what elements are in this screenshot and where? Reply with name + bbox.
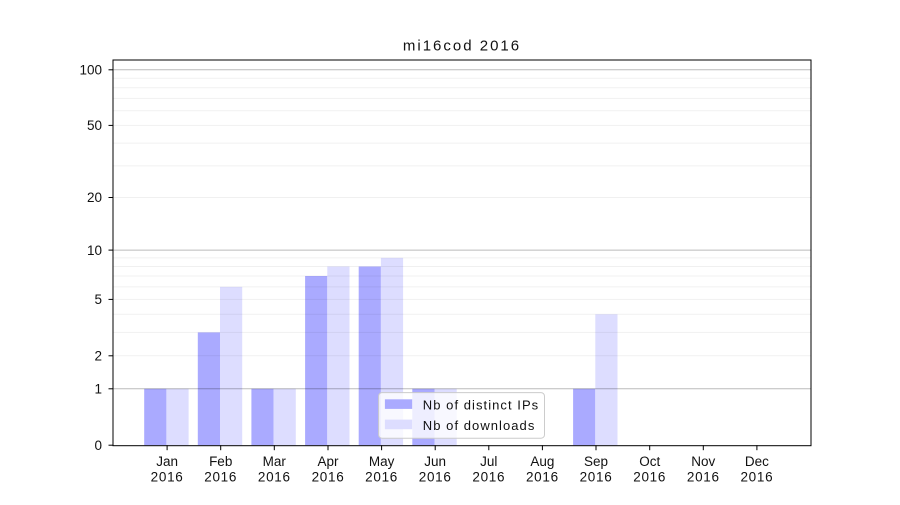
svg-text:May: May [369,454,395,469]
svg-text:2016: 2016 [365,470,398,485]
svg-text:1: 1 [94,382,102,397]
svg-text:Sep: Sep [584,454,608,469]
svg-text:2016: 2016 [580,470,613,485]
svg-text:2016: 2016 [740,470,773,485]
svg-text:2016: 2016 [687,470,720,485]
svg-text:20: 20 [87,190,102,205]
svg-text:5: 5 [94,292,102,307]
svg-text:10: 10 [87,243,102,258]
svg-text:2016: 2016 [419,470,452,485]
svg-text:2016: 2016 [312,470,345,485]
svg-text:50: 50 [87,118,102,133]
svg-text:mi16cod 2016: mi16cod 2016 [403,37,521,54]
svg-text:Oct: Oct [639,454,660,469]
svg-text:0: 0 [94,438,102,453]
svg-text:2016: 2016 [151,470,184,485]
svg-text:Mar: Mar [263,454,287,469]
svg-text:Jul: Jul [480,454,497,469]
svg-text:Jun: Jun [424,454,446,469]
svg-text:Apr: Apr [317,454,339,469]
svg-text:2016: 2016 [204,470,237,485]
svg-text:Jan: Jan [156,454,178,469]
svg-text:Aug: Aug [530,454,554,469]
svg-text:2016: 2016 [258,470,291,485]
svg-text:Nov: Nov [691,454,715,469]
svg-text:Nb of downloads: Nb of downloads [423,418,536,433]
svg-text:2016: 2016 [472,470,505,485]
svg-text:Nb of distinct IPs: Nb of distinct IPs [423,397,539,412]
svg-text:2016: 2016 [633,470,666,485]
svg-text:2: 2 [94,349,102,364]
svg-text:Feb: Feb [209,454,232,469]
svg-text:2016: 2016 [526,470,559,485]
svg-text:100: 100 [79,63,102,78]
svg-text:Dec: Dec [745,454,769,469]
